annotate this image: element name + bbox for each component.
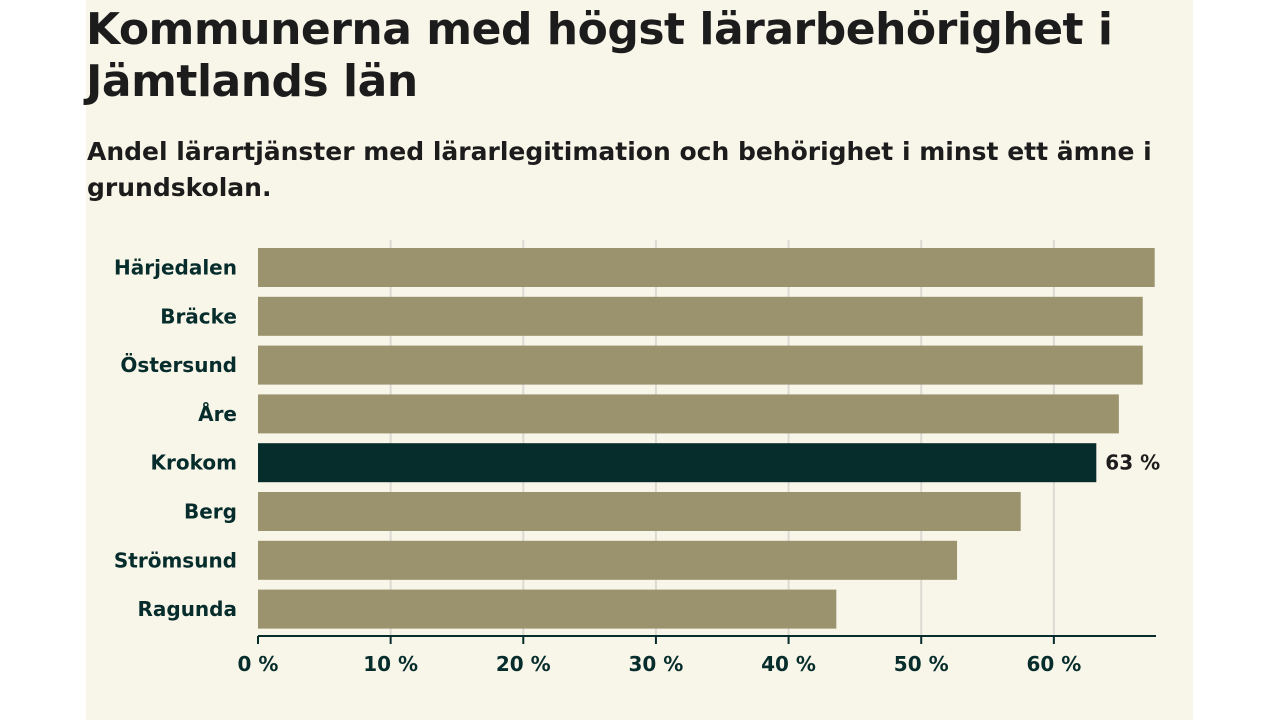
chart-subtitle: Andel lärartjänster med lärarlegitimatio… <box>87 137 1152 202</box>
bar-stromsund <box>258 540 958 580</box>
category-label-stromsund: Strömsund <box>114 548 237 572</box>
x-tick-label-40: 40 % <box>761 652 816 676</box>
x-tick-label-0: 0 % <box>238 652 279 676</box>
bar-are <box>258 394 1119 434</box>
category-label-ostersund: Östersund <box>120 353 237 377</box>
bar-ragunda <box>258 589 837 629</box>
category-label-berg: Berg <box>184 500 237 524</box>
x-tick-label-50: 50 % <box>894 652 949 676</box>
bar-krokom <box>258 443 1097 483</box>
x-tick-label-20: 20 % <box>496 652 551 676</box>
bar-ostersund <box>258 345 1143 385</box>
category-labels: Härjedalen Bräcke Östersund Åre Krokom Berg St… <box>114 256 237 622</box>
x-tick-label-30: 30 % <box>629 652 684 676</box>
bar-berg <box>258 492 1021 531</box>
category-label-bracke: Bräcke <box>160 304 237 328</box>
bar-bracke <box>258 296 1143 336</box>
category-label-ragunda: Ragunda <box>137 597 237 621</box>
category-label-harjedalen: Härjedalen <box>114 256 237 280</box>
x-tick-label-10: 10 % <box>363 652 418 676</box>
value-labels: 63 % <box>1105 451 1160 475</box>
bars <box>258 248 1155 629</box>
x-tick-label-60: 60 % <box>1026 652 1081 676</box>
bar-harjedalen <box>258 248 1155 287</box>
category-label-krokom: Krokom <box>151 451 237 475</box>
data-label-krokom: 63 % <box>1105 451 1160 475</box>
category-label-are: Åre <box>198 402 237 426</box>
chart-title: Kommunerna med högst lärarbehörighet i J… <box>86 4 1113 107</box>
x-axis: 0 % 10 % 20 % 30 % 40 % 50 % 60 % <box>238 635 1156 676</box>
